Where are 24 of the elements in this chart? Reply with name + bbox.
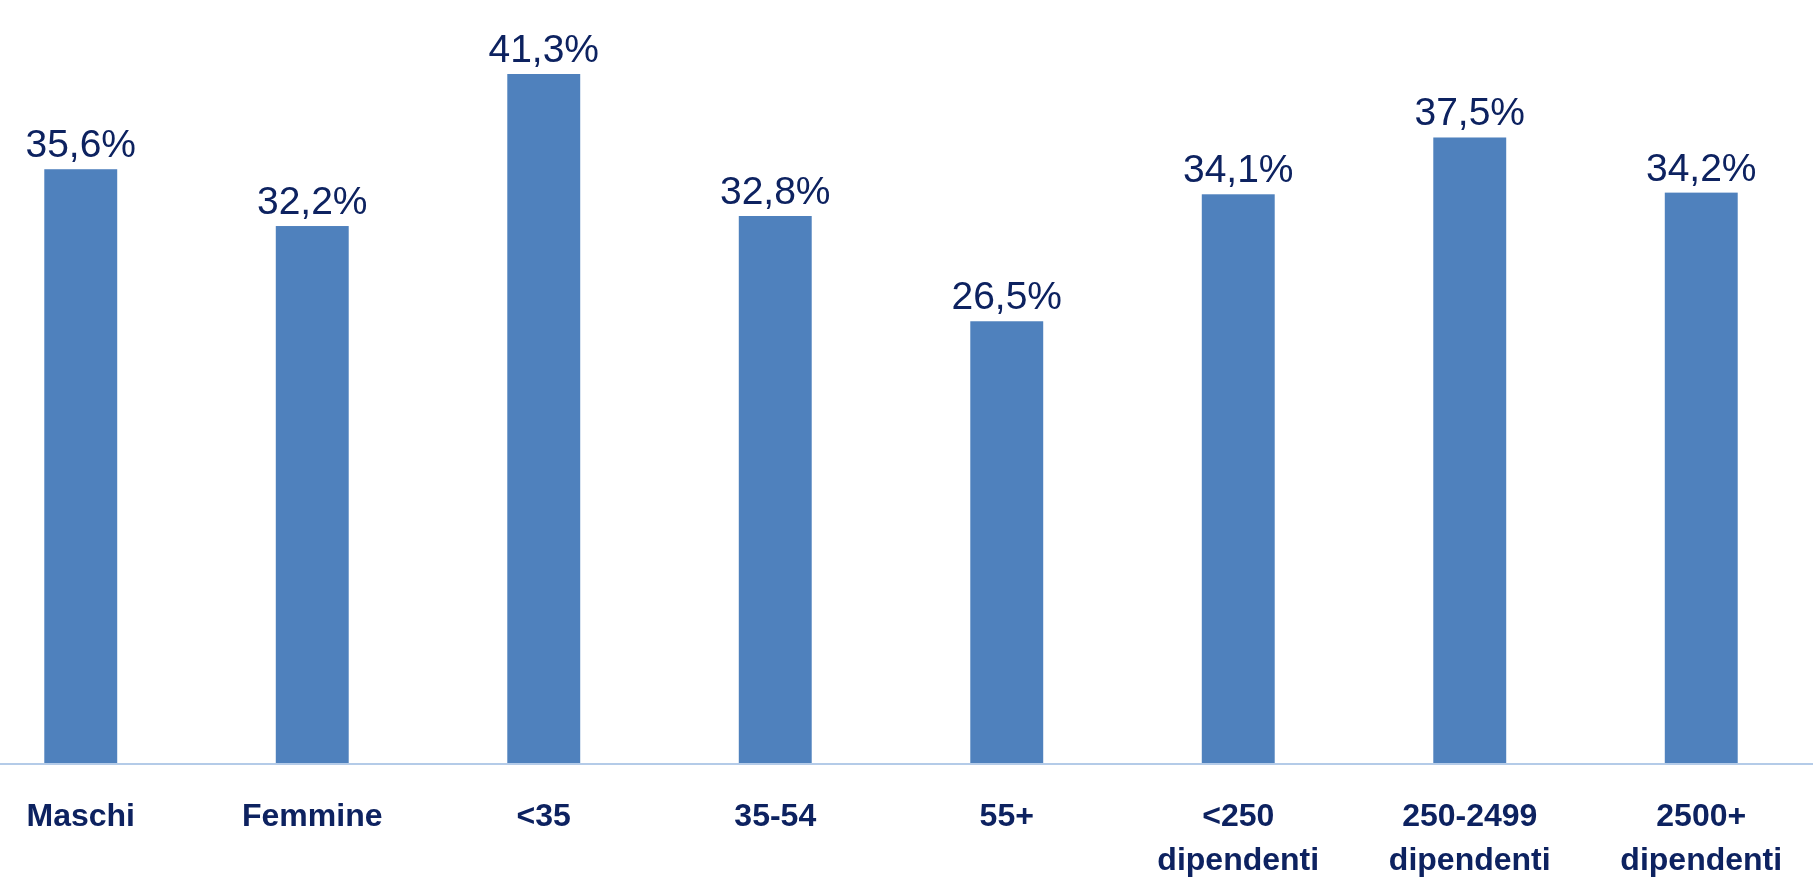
x-tick-label: 35-54 (734, 797, 817, 833)
bar (1201, 194, 1275, 764)
bar (44, 169, 118, 764)
data-label: 37,5% (1414, 90, 1526, 134)
x-tick-label: 250-2499 dipendenti (1388, 797, 1551, 877)
bar (275, 226, 349, 764)
data-label: 32,8% (719, 169, 831, 213)
x-tick-label: Maschi (26, 797, 135, 833)
data-label: 34,1% (1182, 147, 1294, 191)
bar (1433, 137, 1507, 764)
data-label: 41,3% (488, 27, 600, 70)
bar (970, 321, 1044, 764)
data-label: 34,2% (1645, 145, 1757, 189)
bar (507, 74, 581, 764)
x-tick-label: 55+ (979, 797, 1034, 833)
x-tick-label: Femmine (242, 797, 383, 833)
bar (1664, 192, 1738, 764)
x-tick-label: <250 dipendenti (1157, 797, 1320, 877)
data-label: 35,6% (25, 122, 137, 166)
data-label: 32,2% (256, 179, 368, 223)
bar (738, 216, 812, 764)
data-label: 26,5% (951, 274, 1063, 318)
x-tick-label: <35 (516, 797, 571, 833)
x-tick-label: 2500+ dipendenti (1620, 797, 1783, 877)
